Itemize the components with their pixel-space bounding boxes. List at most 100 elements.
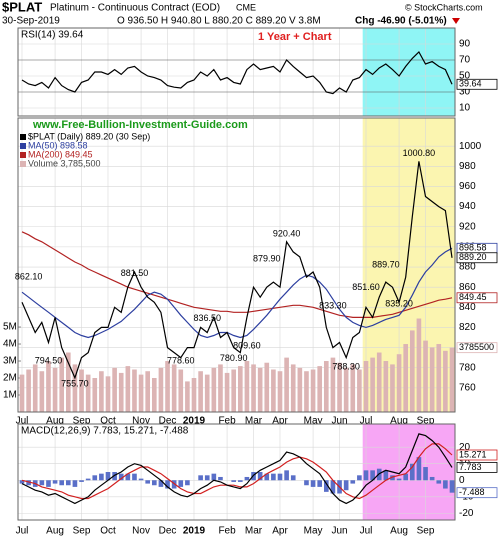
bar	[350, 480, 356, 484]
price-annotation: 851.60	[352, 282, 380, 292]
value-tag-label: 849.45	[459, 292, 487, 302]
bar	[429, 347, 435, 412]
bar	[330, 357, 336, 412]
bar	[350, 364, 356, 412]
value-tag	[456, 342, 498, 354]
value-tag	[456, 78, 498, 90]
x-tick-label: Mar	[245, 416, 263, 427]
price-annotation: 835.20	[385, 298, 413, 308]
bar	[46, 480, 51, 487]
bar	[32, 364, 38, 412]
x-tick-label: Dec	[159, 416, 177, 427]
y-tick-label: 920	[459, 221, 476, 232]
bar	[271, 473, 276, 481]
annotation: 1 Year + Chart	[258, 31, 332, 43]
bar	[79, 369, 84, 412]
bar	[396, 478, 402, 481]
x-tick-label: Jul	[16, 416, 29, 427]
panel-frame	[17, 27, 456, 117]
bar	[59, 357, 65, 412]
panel-frame	[17, 117, 456, 413]
series-line	[21, 433, 453, 505]
bar	[145, 480, 151, 484]
x-tick-label: Oct	[100, 416, 116, 427]
x-tick-label: Mar	[245, 526, 263, 537]
x-tick-label: Jun	[331, 526, 347, 537]
y-tick-label: 880	[459, 262, 476, 273]
bar	[310, 480, 316, 487]
x-tick-label: Sep	[73, 416, 91, 427]
y2-tick-label: 5M	[3, 322, 17, 333]
bar	[105, 472, 111, 481]
bar	[251, 364, 256, 412]
price-annotation: 780.90	[220, 353, 248, 363]
bar	[423, 467, 428, 481]
bar	[171, 364, 177, 412]
ohlc: O 936.50 H 940.80 L 880.20 C 889.20 V 3.…	[117, 16, 321, 27]
bar	[52, 367, 58, 412]
bar	[92, 475, 98, 481]
bar	[423, 340, 428, 412]
bar	[138, 478, 144, 481]
series-line	[21, 161, 453, 380]
bar	[105, 376, 111, 412]
bar	[171, 480, 177, 489]
bar	[297, 367, 303, 412]
y-tick-label: 780	[459, 362, 476, 373]
bar	[39, 480, 45, 486]
x-tick-label: May	[304, 416, 323, 427]
price-annotation: 809.60	[233, 340, 261, 350]
x-tick-label: Sep	[417, 526, 435, 537]
bar	[237, 366, 243, 412]
y-tick-label: 30	[459, 87, 471, 98]
bar	[79, 480, 84, 482]
y-tick-label: 960	[459, 181, 476, 192]
bar	[390, 364, 395, 412]
bar	[449, 480, 455, 493]
credit: © StockCharts.com	[405, 2, 483, 12]
bar	[198, 475, 203, 481]
value-tag-label: 3785500	[459, 342, 494, 352]
y-tick-label: 90	[459, 39, 471, 50]
bar	[165, 361, 170, 412]
bar	[52, 480, 58, 484]
bar	[224, 372, 230, 412]
bar	[284, 470, 289, 481]
bar	[277, 371, 283, 412]
value-tag-label: 898.58	[459, 243, 487, 253]
bar	[218, 364, 223, 412]
value-tag-label: 39.64	[459, 79, 482, 89]
value-tag	[456, 252, 498, 264]
legend-label: $PLAT (Daily) 889.20 (30 Sep)	[28, 131, 150, 141]
x-tick-label: Aug	[46, 416, 64, 427]
bar	[443, 480, 448, 489]
bar	[72, 364, 78, 412]
bar	[323, 361, 329, 412]
highlight-region	[362, 28, 455, 116]
legend-swatch	[20, 152, 26, 158]
bar	[85, 374, 91, 412]
bar	[370, 357, 375, 412]
bar	[403, 344, 409, 412]
bar	[151, 480, 157, 486]
y-tick-label: 50	[459, 71, 471, 82]
bar	[390, 475, 395, 481]
x-tick-label: Aug	[390, 526, 408, 537]
bar	[158, 367, 164, 412]
y-tick-label: 980	[459, 161, 476, 172]
x-tick-label: Aug	[390, 416, 408, 427]
x-tick-label: Oct	[100, 526, 116, 537]
price-annotation: 778.60	[167, 355, 195, 365]
bar	[403, 473, 409, 481]
value-tag-label: 15.271	[459, 449, 487, 459]
price-annotation: 755.70	[61, 379, 89, 389]
bar	[191, 378, 197, 412]
bar	[19, 480, 25, 484]
panel-title: RSI(14) 39.64	[21, 30, 84, 41]
bar	[443, 350, 448, 412]
x-tick-label: May	[304, 526, 323, 537]
instrument-name: Platinum - Continuous Contract (EOD)	[50, 3, 220, 14]
y2-tick-label: 1M	[3, 390, 17, 401]
legend-swatch	[20, 134, 26, 140]
x-tick-label: Nov	[132, 526, 150, 537]
